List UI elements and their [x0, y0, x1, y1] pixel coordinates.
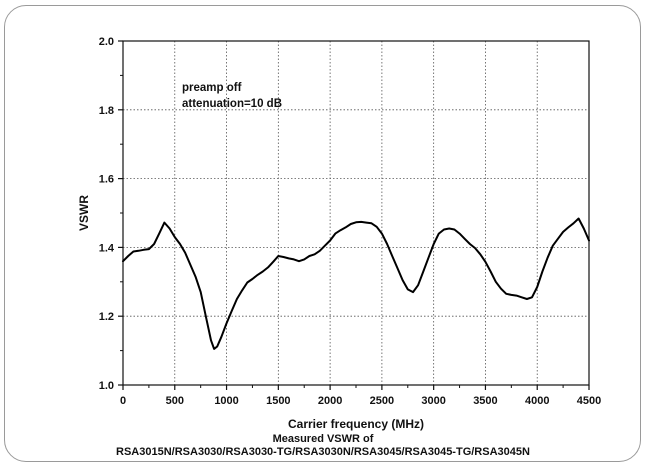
- annotation-attenuation: attenuation=10 dB: [182, 98, 282, 110]
- y-tick-label: 1.6: [99, 174, 114, 186]
- y-axis-title: VSWR: [77, 195, 91, 231]
- x-tick-label: 3000: [421, 395, 445, 407]
- x-axis-title: Carrier frequency (MHz): [288, 417, 424, 431]
- x-tick-label: 0: [120, 395, 126, 407]
- x-tick-label: 3500: [473, 395, 497, 407]
- x-tick-label: 1500: [266, 395, 290, 407]
- chart-card: [4, 5, 641, 462]
- ticks-layer: [118, 40, 590, 390]
- caption-line-2: RSA3015N/RSA3030/RSA3030-TG/RSA3030N/RSA…: [116, 446, 530, 458]
- series-line-vswr: [122, 217, 590, 350]
- x-tick-label: 2500: [370, 395, 394, 407]
- x-tick-label: 2000: [318, 395, 342, 407]
- y-tick-label: 2.0: [99, 36, 114, 48]
- caption-line-1: Measured VSWR of: [272, 433, 374, 445]
- x-tick-label: 1000: [214, 395, 238, 407]
- labels-layer: 1.0 1.2 1.4 1.6 1.8 2.0 0 500 1000 1500 2000 2500 30…: [99, 36, 602, 407]
- x-tick-label: 4500: [577, 395, 601, 407]
- grid-layer: [123, 41, 589, 385]
- y-tick-label: 1.2: [99, 311, 114, 323]
- x-tick-label: 500: [166, 395, 184, 407]
- x-tick-label: 4000: [525, 395, 549, 407]
- y-tick-label: 1.4: [99, 242, 115, 254]
- annotation-preamp: preamp off: [182, 82, 242, 94]
- y-tick-label: 1.0: [99, 380, 114, 392]
- y-tick-label: 1.8: [99, 105, 114, 117]
